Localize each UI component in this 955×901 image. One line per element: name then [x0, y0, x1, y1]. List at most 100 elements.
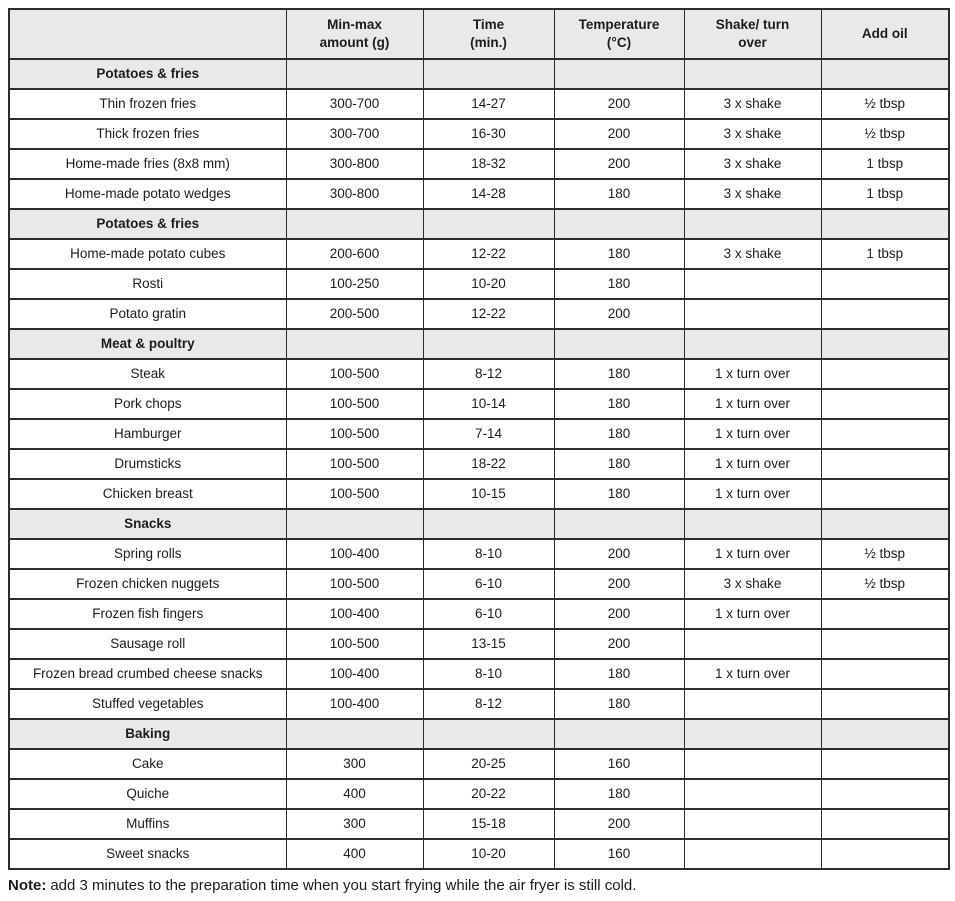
temperature-cell: 180: [553, 178, 685, 210]
time-cell: 12-22: [422, 298, 555, 330]
shake-cell: [683, 508, 822, 540]
header-cell-amount: Min-max amount (g): [285, 8, 424, 60]
time-cell: 12-22: [422, 238, 555, 270]
amount-cell: 200-500: [285, 298, 424, 330]
shake-cell: 3 x shake: [683, 118, 822, 150]
amount-cell: 100-500: [285, 388, 424, 420]
time-cell: 20-22: [422, 778, 555, 810]
table-row: Rosti 100-250 10-20 180: [8, 268, 950, 300]
table-row: Spring rolls 100-400 8-10 200 1 x turn over ½…: [8, 538, 950, 570]
time-cell: 8-10: [422, 658, 555, 690]
shake-cell: 1 x turn over: [683, 478, 822, 510]
amount-cell: 300: [285, 808, 424, 840]
amount-cell: 100-400: [285, 598, 424, 630]
temperature-cell: 200: [553, 298, 685, 330]
item-name-cell: Potato gratin: [8, 298, 287, 330]
time-cell: 14-28: [422, 178, 555, 210]
oil-cell: [820, 658, 950, 690]
oil-cell: ½ tbsp: [820, 568, 950, 600]
item-name-cell: Spring rolls: [8, 538, 287, 570]
section-row: Potatoes & fries: [8, 58, 950, 90]
table-row: Hamburger 100-500 7-14 180 1 x turn over: [8, 418, 950, 450]
amount-cell: 100-500: [285, 478, 424, 510]
item-name-cell: Cake: [8, 748, 287, 780]
shake-cell: 1 x turn over: [683, 358, 822, 390]
oil-cell: [820, 838, 950, 870]
amount-cell: 100-500: [285, 418, 424, 450]
item-name-cell: Steak: [8, 358, 287, 390]
amount-cell: 300-800: [285, 178, 424, 210]
amount-cell: 100-500: [285, 628, 424, 660]
item-name-cell: Home-made fries (8x8 mm): [8, 148, 287, 180]
header-cell-add-oil: Add oil: [820, 8, 950, 60]
shake-cell: [683, 628, 822, 660]
time-cell: 10-20: [422, 838, 555, 870]
oil-cell: [820, 448, 950, 480]
item-name-cell: Drumsticks: [8, 448, 287, 480]
time-cell: 8-12: [422, 358, 555, 390]
temperature-cell: 200: [553, 118, 685, 150]
shake-cell: [683, 268, 822, 300]
oil-cell: 1 tbsp: [820, 178, 950, 210]
header-cell-time: Time (min.): [422, 8, 555, 60]
time-cell: 6-10: [422, 598, 555, 630]
amount-cell: [285, 328, 424, 360]
time-cell: [422, 58, 555, 90]
item-name-cell: Quiche: [8, 778, 287, 810]
temperature-cell: 200: [553, 148, 685, 180]
time-cell: [422, 328, 555, 360]
table-row: Potato gratin 200-500 12-22 200: [8, 298, 950, 330]
table-row: Drumsticks 100-500 18-22 180 1 x turn over: [8, 448, 950, 480]
amount-cell: 200-600: [285, 238, 424, 270]
item-name-cell: Muffins: [8, 808, 287, 840]
shake-cell: 3 x shake: [683, 238, 822, 270]
time-cell: 16-30: [422, 118, 555, 150]
temperature-cell: 180: [553, 238, 685, 270]
shake-cell: 3 x shake: [683, 88, 822, 120]
time-cell: 10-15: [422, 478, 555, 510]
temperature-cell: 200: [553, 88, 685, 120]
table-row: Thin frozen fries 300-700 14-27 200 3 x shak…: [8, 88, 950, 120]
temperature-cell: [553, 508, 685, 540]
temperature-cell: [553, 208, 685, 240]
temperature-cell: 180: [553, 658, 685, 690]
oil-cell: ½ tbsp: [820, 118, 950, 150]
time-cell: 7-14: [422, 418, 555, 450]
table-row: Cake 300 20-25 160: [8, 748, 950, 780]
time-cell: [422, 718, 555, 750]
amount-cell: 100-400: [285, 538, 424, 570]
shake-cell: 1 x turn over: [683, 538, 822, 570]
temperature-cell: 200: [553, 568, 685, 600]
amount-cell: 100-500: [285, 568, 424, 600]
cooking-settings-table: Min-max amount (g) Time (min.) Temperatu…: [8, 8, 950, 870]
shake-cell: 3 x shake: [683, 148, 822, 180]
amount-cell: 400: [285, 778, 424, 810]
time-cell: 13-15: [422, 628, 555, 660]
header-cell-item: [8, 8, 287, 60]
header-cell-shake: Shake/ turn over: [683, 8, 822, 60]
temperature-cell: 180: [553, 418, 685, 450]
oil-cell: [820, 808, 950, 840]
shake-cell: [683, 328, 822, 360]
amount-cell: 100-400: [285, 658, 424, 690]
item-name-cell: Frozen chicken nuggets: [8, 568, 287, 600]
oil-cell: [820, 718, 950, 750]
oil-cell: [820, 508, 950, 540]
oil-cell: 1 tbsp: [820, 148, 950, 180]
item-name-cell: Hamburger: [8, 418, 287, 450]
amount-cell: 300-700: [285, 88, 424, 120]
oil-cell: [820, 688, 950, 720]
item-name-cell: Thin frozen fries: [8, 88, 287, 120]
shake-cell: [683, 838, 822, 870]
amount-cell: 400: [285, 838, 424, 870]
shake-cell: [683, 688, 822, 720]
temperature-cell: 160: [553, 748, 685, 780]
amount-cell: [285, 508, 424, 540]
time-cell: 15-18: [422, 808, 555, 840]
oil-cell: [820, 358, 950, 390]
item-name-cell: Frozen fish fingers: [8, 598, 287, 630]
oil-cell: [820, 268, 950, 300]
table-row: Sweet snacks 400 10-20 160: [8, 838, 950, 870]
table-row: Thick frozen fries 300-700 16-30 200 3 x sha…: [8, 118, 950, 150]
amount-cell: 300-800: [285, 148, 424, 180]
